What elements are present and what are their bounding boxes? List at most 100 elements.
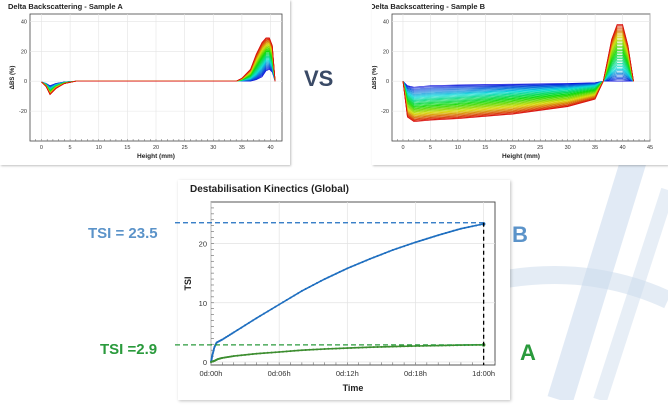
series-point-b [293,294,296,297]
series-point-a [312,348,315,351]
chart-sample-a: Delta Backscattering - Sample A 0 5 10 15 20 2… [8,2,283,160]
series-point-b [285,299,288,301]
series-curve [402,61,634,102]
series-curve [402,67,634,98]
series-point-b [266,310,269,313]
series-curve [402,34,634,116]
x-tick-label: 10 [455,145,461,151]
series-point-b [211,355,214,358]
x-tick-label: 0d:00h [200,369,223,378]
y-tick-label: -20 [381,109,389,115]
series-point-b [391,249,394,251]
x-tick-label: 45 [647,145,653,151]
x-tick-label: 15 [124,145,130,151]
series-point-b [213,347,215,350]
series-point-b [221,338,224,341]
series-point-b [236,329,239,331]
x-axis-label: Time [343,383,364,393]
series-point-a [335,347,337,350]
series-curve [402,75,634,92]
series-curve [402,37,634,114]
series-point-a [300,349,303,352]
x-tick-label: 5 [429,145,432,151]
series-point-b [414,241,417,244]
series-point-b [444,232,447,234]
series-point-b [323,278,326,281]
series-curve [402,58,634,104]
series-point-a [346,347,349,350]
y-tick-label: 0 [386,79,389,85]
series-point-a [403,345,406,348]
series-point-b [478,223,481,226]
x-tick-label: 35 [592,145,598,151]
series-point-b [441,233,443,236]
series-point-b [259,314,262,317]
series-point-a [338,347,341,350]
series-curve [402,45,634,110]
chart-title: Delta Backscattering - Sample A [8,2,123,11]
series-point-b [350,265,353,268]
series-point-b [232,331,235,334]
series-point-b [312,284,315,286]
series-point-b [357,262,360,265]
series-point-b [418,240,421,243]
series-curve [402,31,634,118]
series-curve [402,78,634,90]
series-point-b [212,350,215,353]
series-point-a [244,353,247,356]
x-tick-label: 10 [96,145,102,151]
series-point-a [399,345,402,348]
series-curve [402,26,634,121]
y-tick-label: 20 [21,49,27,55]
series-point-b [244,324,247,327]
series-point-a [304,349,307,351]
series-point-b [300,289,303,292]
series-point-a [380,345,383,348]
x-tick-label: 25 [537,145,543,151]
chart-title: Delta Backscattering - Sample B [372,2,486,11]
y-tick-label: 10 [199,299,207,308]
series-point-a [227,356,229,358]
series-point-a [285,350,288,353]
series-point-a [316,348,318,351]
series-point-b [319,280,322,282]
series-point-a [319,348,322,351]
y-axis-label: TSI [183,276,193,290]
series-point-b [278,303,281,306]
series-point-b [304,287,307,290]
x-tick-label: 35 [239,145,245,151]
series-point-a [263,352,265,355]
series-point-a [372,346,375,349]
series-point-b [225,336,228,339]
series-point-a [391,345,394,348]
series-curve [402,42,634,111]
series-point-a [327,347,330,350]
series-point-b [308,286,311,288]
sample-b-letter: B [512,222,528,247]
chart-panel-sample-b: Delta Backscattering - Sample B 0 5 10 15 20 2… [370,0,668,165]
series-point-a [406,345,409,348]
series-curve [402,33,634,117]
series-point-a [353,346,356,349]
series-point-b [230,332,233,335]
x-tick-label: 20 [510,145,516,151]
series-point-b [463,226,466,229]
series-point-a [232,355,235,358]
series-point-b [384,252,387,254]
series-point-a [266,351,269,354]
series-point-b [353,264,356,267]
series-point-a [467,344,470,346]
series-point-a [444,344,447,347]
series-point-b [456,228,459,231]
x-tick-label: 40 [619,145,625,151]
series-point-b [223,337,226,340]
series-curve [402,35,634,115]
sample-a-letter: A [520,340,536,365]
y-tick-label: 0 [24,79,27,85]
x-tick-label: 30 [210,145,216,151]
series-curve [402,41,634,112]
series-point-a [255,352,258,355]
series-point-a [293,349,296,352]
series-curve [402,32,634,117]
